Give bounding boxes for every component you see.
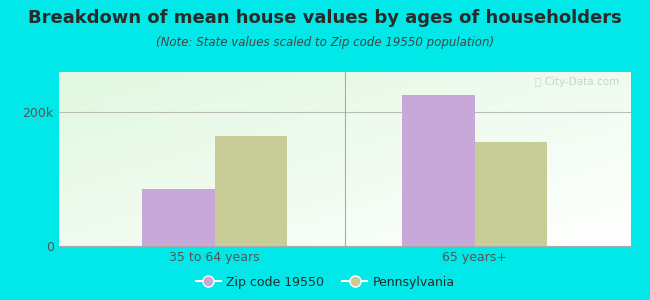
Text: Breakdown of mean house values by ages of householders: Breakdown of mean house values by ages o… <box>28 9 622 27</box>
Bar <box>142 189 214 246</box>
Bar <box>402 95 474 246</box>
Text: Ⓣ City-Data.com: Ⓣ City-Data.com <box>535 77 619 87</box>
Legend: Zip code 19550, Pennsylvania: Zip code 19550, Pennsylvania <box>190 271 460 294</box>
Text: (Note: State values scaled to Zip code 19550 population): (Note: State values scaled to Zip code 1… <box>156 36 494 49</box>
Bar <box>474 142 547 246</box>
Bar <box>214 136 287 246</box>
